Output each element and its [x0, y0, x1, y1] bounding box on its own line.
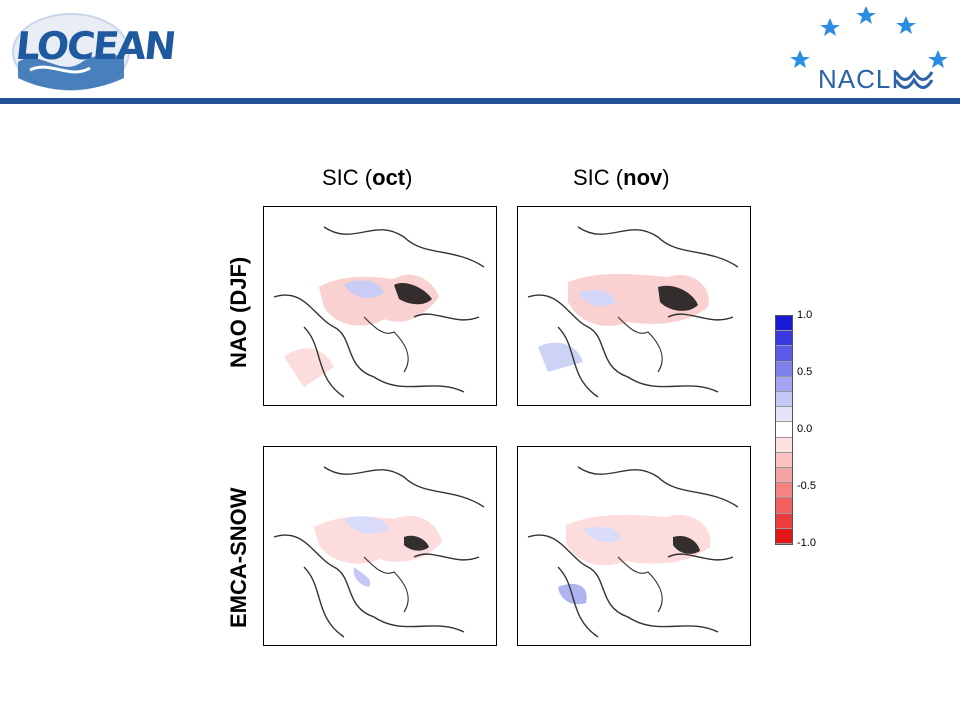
- colorbar-segment: [776, 483, 792, 499]
- row-label-nao: NAO (DJF): [226, 256, 251, 368]
- row-label-emca: EMCA-SNOW: [226, 487, 251, 628]
- map-panel-nao-nov: [517, 206, 751, 406]
- colorbar-segment: [776, 361, 792, 377]
- map-panel-emca-nov: [517, 446, 751, 646]
- colorbar-segment: [776, 452, 792, 469]
- colorbar-tick: 0.5: [797, 366, 813, 378]
- colorbar-segment: [776, 331, 792, 347]
- colorbar-tick: -1.0: [797, 537, 816, 549]
- colorbar-segment: [776, 422, 792, 438]
- map-panel-nao-oct: [263, 206, 497, 406]
- colorbar-segment: [776, 392, 792, 408]
- column-title-oct: SIC (oct): [322, 165, 413, 190]
- colorbar-segment: [776, 437, 792, 453]
- colorbar-segment: [776, 513, 792, 529]
- colorbar-segment: [776, 468, 792, 484]
- colorbar-segment: [776, 346, 792, 362]
- colorbar-segment: [776, 407, 792, 423]
- colorbar: [775, 315, 793, 545]
- colorbar-segment: [776, 376, 792, 393]
- locean-logo: LOCEAN: [10, 8, 177, 92]
- colorbar-tick: 1.0: [797, 309, 813, 321]
- header-divider: [0, 98, 960, 104]
- column-title-nov: SIC (nov): [573, 165, 670, 190]
- colorbar-segment: [776, 528, 792, 545]
- nacli-logo: NACLI: [790, 4, 950, 98]
- colorbar-segment: [776, 316, 792, 332]
- colorbar-segment: [776, 498, 792, 514]
- colorbar-tick: -0.5: [797, 480, 816, 492]
- colorbar-tick: 0.0: [797, 423, 813, 435]
- map-panel-emca-oct: [263, 446, 497, 646]
